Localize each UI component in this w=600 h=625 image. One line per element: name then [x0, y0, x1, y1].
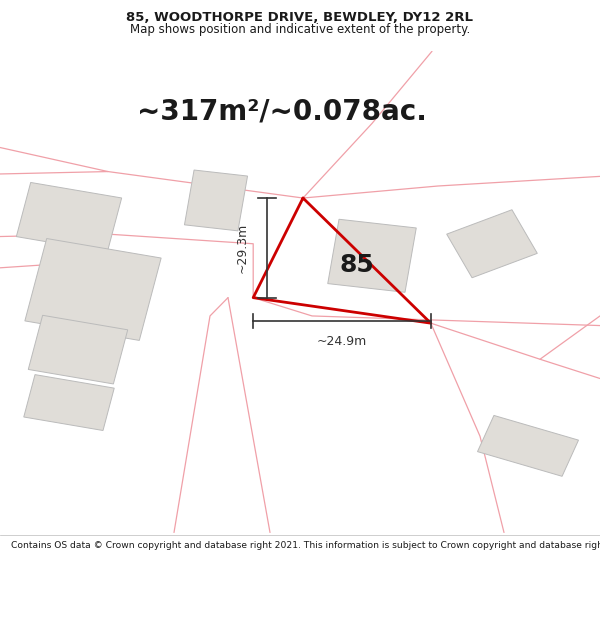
Text: ~24.9m: ~24.9m: [317, 335, 367, 348]
Text: 85, WOODTHORPE DRIVE, BEWDLEY, DY12 2RL: 85, WOODTHORPE DRIVE, BEWDLEY, DY12 2RL: [127, 11, 473, 24]
Text: ~29.3m: ~29.3m: [236, 222, 249, 273]
Text: 85: 85: [340, 253, 374, 278]
Polygon shape: [328, 219, 416, 292]
Polygon shape: [478, 416, 578, 476]
Polygon shape: [24, 374, 114, 431]
Polygon shape: [184, 170, 248, 231]
Polygon shape: [25, 239, 161, 341]
Text: ~317m²/~0.078ac.: ~317m²/~0.078ac.: [137, 98, 427, 126]
Text: Map shows position and indicative extent of the property.: Map shows position and indicative extent…: [130, 23, 470, 36]
Polygon shape: [28, 315, 128, 384]
Text: Contains OS data © Crown copyright and database right 2021. This information is : Contains OS data © Crown copyright and d…: [11, 541, 600, 550]
Polygon shape: [446, 210, 538, 278]
Polygon shape: [16, 182, 122, 252]
